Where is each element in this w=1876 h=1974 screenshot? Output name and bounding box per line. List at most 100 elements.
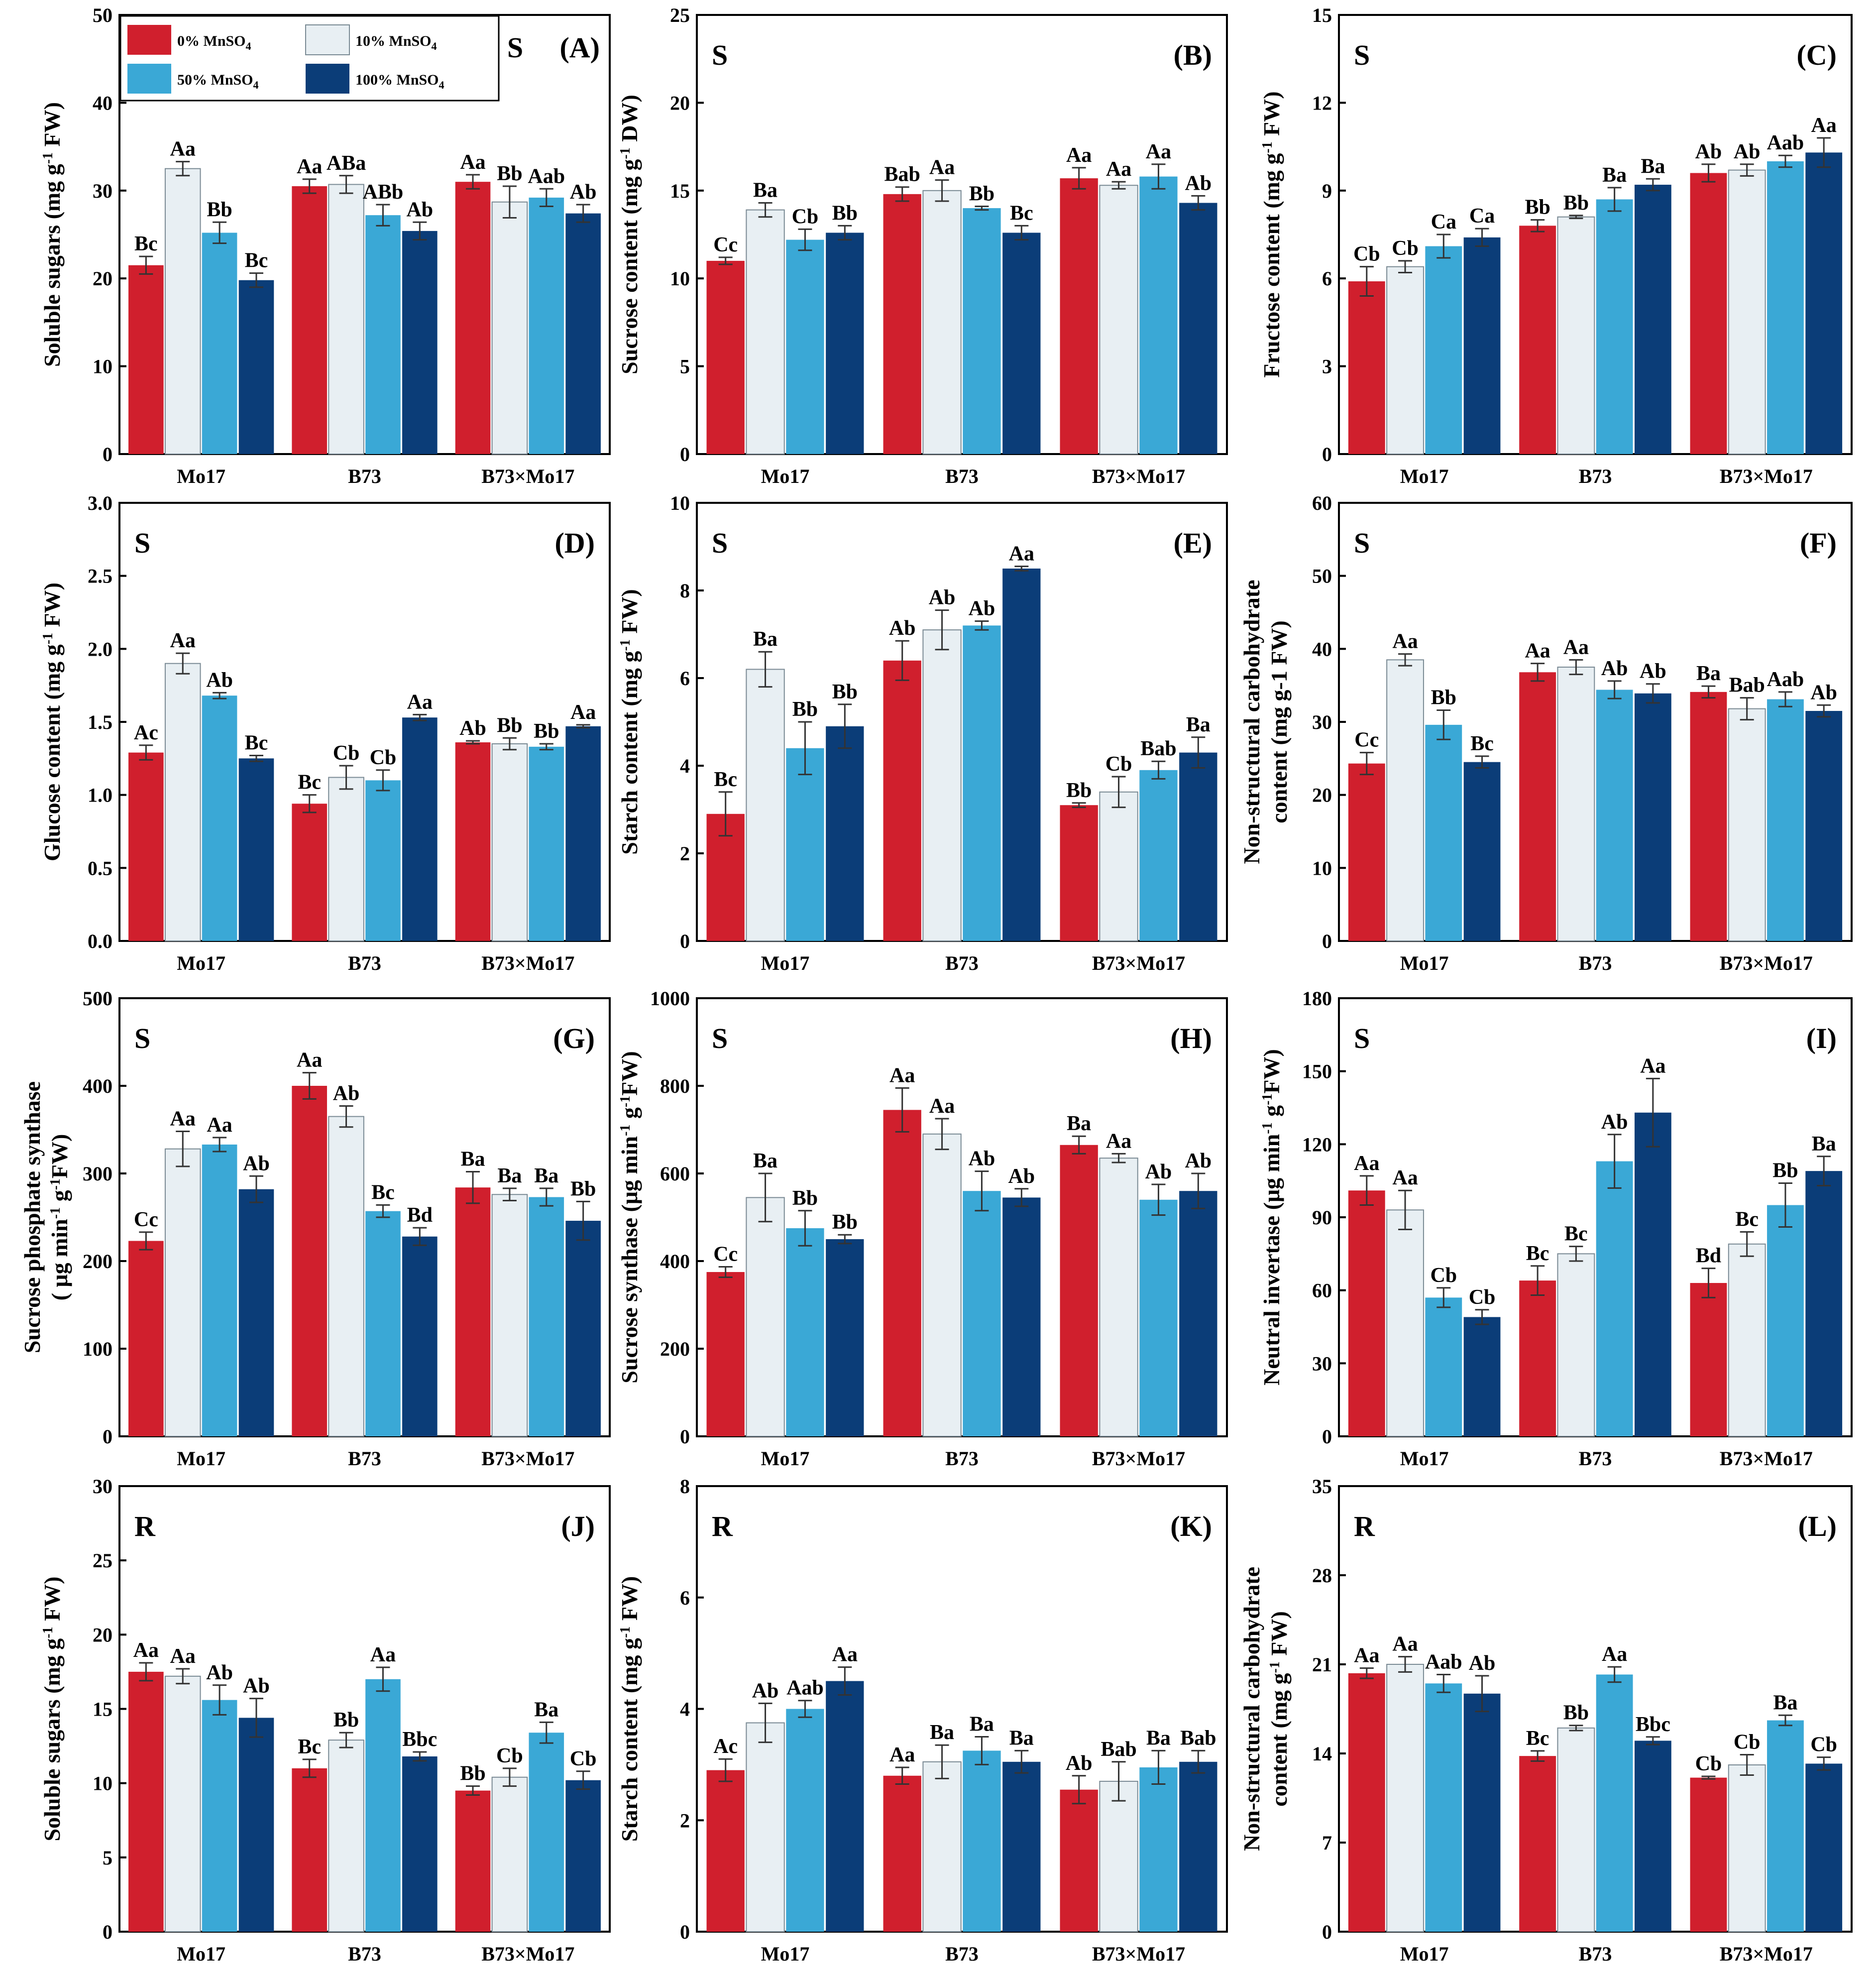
- text-run: content (mg g-1 FW): [1266, 620, 1292, 823]
- bar: [328, 1116, 364, 1437]
- category-label: B73×Mo17: [1092, 1447, 1185, 1470]
- bar: [491, 1776, 528, 1933]
- bar: [1463, 762, 1501, 941]
- significance-label: Bc: [714, 768, 737, 791]
- significance-label: Aa: [297, 1049, 322, 1072]
- superscript: -1: [618, 147, 633, 159]
- significance-label: Aa: [929, 156, 955, 179]
- plot-frame: [696, 997, 1228, 1437]
- significance-label: Aa: [133, 1639, 159, 1662]
- y-axis-label: Neutral invertase (μg min-1 g-1FW): [1259, 1049, 1284, 1386]
- panel-C: 0 3 6 9 12 15 Cb Cb Ca Ca Mo17 Bb Bb Ba Ba B73 Ab Ab Aab Aa…: [1259, 4, 1853, 487]
- bar: [292, 186, 327, 455]
- significance-label: Ba: [930, 1721, 954, 1744]
- bar: [529, 746, 564, 941]
- y-tick-label: 200: [660, 1338, 690, 1360]
- y-tick-label: 800: [660, 1075, 690, 1097]
- bar: [922, 1133, 962, 1437]
- bar: [529, 1197, 564, 1436]
- bar: [1099, 1780, 1138, 1932]
- text-run: content (mg g: [1266, 1673, 1292, 1806]
- category-label: Mo17: [177, 1447, 225, 1470]
- text-run: Non-structural carbohydrate: [1239, 580, 1264, 864]
- y-tick-label: 0: [680, 1921, 690, 1943]
- text-run: FW): [617, 589, 642, 639]
- bar: [1557, 216, 1595, 455]
- y-axis-label: Fructose content (mg g-1 FW): [1259, 91, 1284, 377]
- significance-label: Ba: [1696, 662, 1721, 685]
- bar: [963, 1750, 1001, 1932]
- significance-label: Bb: [207, 198, 232, 221]
- significance-label: Bc: [1735, 1208, 1759, 1231]
- y-tick-label: 8: [680, 1475, 690, 1498]
- significance-label: Ab: [1640, 660, 1666, 683]
- bar: [1002, 232, 1041, 454]
- bar: [1463, 1693, 1501, 1932]
- significance-label: Bb: [792, 1187, 818, 1210]
- bar: [1060, 805, 1098, 941]
- y-tick-label: 1.5: [88, 711, 112, 733]
- y-tick-label: 1000: [650, 987, 690, 1010]
- bar: [1596, 1674, 1633, 1932]
- bar: [1805, 711, 1843, 941]
- y-tick-label: 5: [103, 1847, 112, 1869]
- bar: [565, 1221, 601, 1436]
- significance-label: Ba: [1812, 1133, 1836, 1156]
- significance-label: Aa: [1602, 1643, 1627, 1666]
- significance-label: Ab: [1145, 1161, 1172, 1183]
- bar: [365, 780, 401, 941]
- bar: [164, 1675, 201, 1933]
- bar: [826, 1681, 864, 1932]
- y-tick-label: 60: [1312, 1279, 1332, 1302]
- category-label: B73: [945, 1447, 979, 1470]
- significance-label: Bd: [1696, 1245, 1721, 1268]
- tissue-tag: R: [134, 1510, 156, 1542]
- category-label: B73: [348, 1943, 381, 1965]
- bar: [1179, 203, 1217, 454]
- bar: [328, 777, 364, 941]
- significance-label: Ab: [206, 669, 233, 692]
- panel-B: 0 5 10 15 20 25 Cc Ba Cb Bb Mo17 Bab Aa Bb Bc B73 Aa Aa Aa…: [617, 4, 1228, 487]
- significance-label: Cb: [1430, 1264, 1457, 1287]
- bar: [402, 1236, 438, 1436]
- significance-label: Cb: [370, 746, 397, 769]
- plot-frame: [696, 502, 1228, 942]
- y-tick-label: 10: [93, 355, 112, 378]
- text-run: Neutral invertase (μg min: [1259, 1134, 1284, 1386]
- significance-label: Aa: [1563, 636, 1589, 659]
- bar: [1557, 667, 1595, 941]
- significance-label: Ac: [713, 1735, 738, 1758]
- bar: [402, 717, 438, 941]
- bar: [292, 804, 327, 941]
- category-label: B73×Mo17: [1092, 465, 1185, 487]
- bar: [883, 660, 921, 941]
- text-run: 10% MnSO: [355, 33, 432, 49]
- significance-label: Cc: [713, 233, 738, 256]
- category-label: Mo17: [177, 465, 225, 487]
- text-run: FW): [1266, 1611, 1292, 1661]
- significance-label: Aa: [460, 151, 485, 174]
- bar: [746, 669, 785, 941]
- text-run: Starch content (mg g: [617, 651, 642, 854]
- significance-label: Aa: [1146, 140, 1171, 163]
- significance-label: Bc: [245, 731, 268, 754]
- text-run: g: [47, 1190, 72, 1207]
- legend-label: 10% MnSO4: [355, 33, 437, 52]
- y-tick-label: 28: [1312, 1564, 1332, 1587]
- y-tick-label: 400: [660, 1250, 690, 1273]
- panel-label: (A): [559, 31, 600, 64]
- superscript: -1: [618, 639, 633, 651]
- bar: [1002, 1761, 1041, 1932]
- category-label: B73: [348, 465, 381, 487]
- category-label: Mo17: [177, 1943, 225, 1965]
- significance-label: Bd: [407, 1204, 433, 1227]
- significance-label: Ca: [1431, 211, 1456, 233]
- y-tick-label: 5: [680, 355, 690, 378]
- y-tick-label: 0: [680, 1425, 690, 1448]
- y-tick-label: 20: [1312, 784, 1332, 807]
- bar: [1519, 1756, 1556, 1932]
- y-tick-label: 2.0: [88, 638, 112, 660]
- bar: [1425, 1683, 1462, 1932]
- significance-label: Ba: [753, 628, 777, 651]
- significance-label: Aa: [207, 1114, 232, 1137]
